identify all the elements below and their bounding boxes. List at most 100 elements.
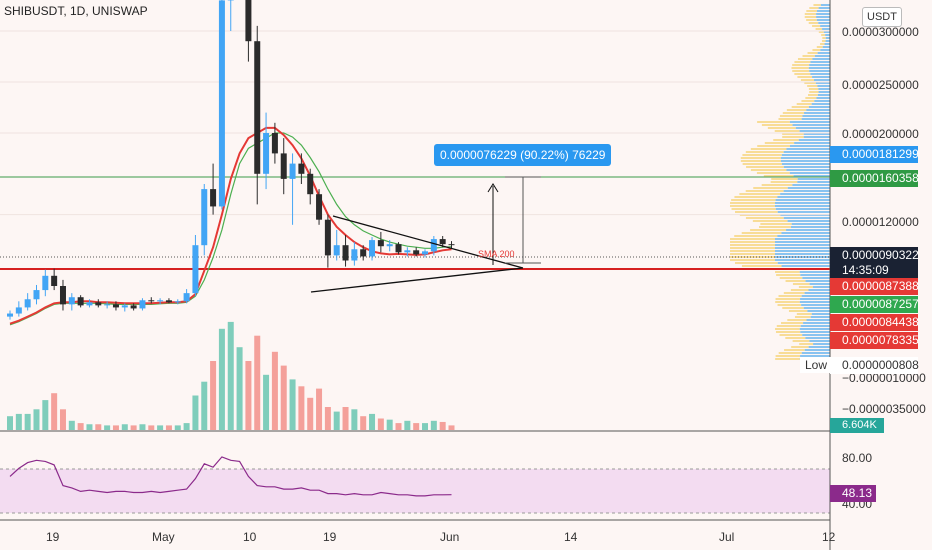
- grid: [0, 30, 830, 216]
- volume-profile-bar: [800, 325, 830, 327]
- volume-profile-bar: [734, 196, 778, 198]
- volume-profile-bar: [775, 253, 830, 255]
- volume-profile-bar: [812, 76, 830, 78]
- candle-body: [395, 244, 402, 253]
- time-axis-label: 14: [564, 530, 578, 544]
- volume-bar: [280, 365, 287, 430]
- volume-profile-bar: [730, 247, 775, 249]
- candle-body: [280, 153, 287, 179]
- volume-profile-bar: [818, 88, 830, 90]
- volume-profile-bar: [809, 91, 819, 93]
- candle-body: [59, 286, 66, 305]
- candle-body: [342, 245, 349, 261]
- volume-bar: [51, 393, 58, 430]
- volume-bar: [24, 413, 31, 430]
- volume-profile-bar: [779, 277, 803, 279]
- volume-profile-bar: [730, 238, 775, 240]
- volume-profile-bar: [779, 115, 803, 117]
- volume-profile-bar: [784, 349, 805, 351]
- candle-body: [254, 41, 261, 174]
- volume-profile-bar: [775, 256, 830, 258]
- candle-body: [413, 250, 420, 255]
- candle-body: [42, 275, 49, 291]
- volume-bar: [104, 425, 111, 430]
- volume-profile-bar: [800, 274, 830, 276]
- volume-profile-bar: [781, 154, 830, 156]
- volume-profile-bar: [797, 181, 830, 183]
- volume-profile-bar: [797, 58, 813, 60]
- price-axis-label: −0.0000010000: [842, 371, 926, 385]
- volume-profile-bar: [797, 178, 830, 180]
- volume-profile-bar: [810, 61, 830, 63]
- price-tag-low: 0.0000000808: [830, 357, 919, 374]
- volume-profile-bar: [811, 103, 830, 105]
- candle-body: [24, 299, 31, 308]
- volume-profile-bar: [780, 157, 830, 159]
- volume-profile-bar: [785, 337, 806, 339]
- volume-profile-bar: [805, 337, 830, 339]
- volume-profile-bar: [813, 4, 821, 6]
- volume-bar: [413, 423, 420, 430]
- volume-profile-bar: [731, 208, 776, 210]
- candle-body: [289, 163, 296, 179]
- volume-profile-bar: [776, 325, 801, 327]
- volume-bar: [68, 420, 75, 430]
- low-label: Low: [800, 357, 832, 373]
- volume-profile-bar: [785, 280, 806, 282]
- volume-profile-bar: [804, 82, 816, 84]
- time-axis[interactable]: 19 May 10 19 Jun 14 Jul 12: [46, 530, 836, 544]
- volume-profile-bar: [775, 259, 830, 261]
- volume-bar: [227, 321, 234, 430]
- volume-profile-bar: [730, 256, 775, 258]
- volume-bar: [395, 423, 402, 430]
- volume-profile-bar: [806, 19, 817, 21]
- price-tag-green-2: 0.0000087257: [830, 296, 919, 313]
- volume-bar: [351, 409, 358, 430]
- volume-profile-bar: [777, 196, 830, 198]
- candle-body: [218, 0, 225, 207]
- volume-profile-bar: [786, 148, 830, 150]
- sma-200-label: SMA 200: [478, 249, 515, 259]
- volume-bar: [59, 409, 66, 430]
- volume-profile-bar: [816, 97, 830, 99]
- volume-profile-bar: [796, 313, 812, 315]
- rsi-band: [0, 469, 830, 513]
- volume-profile-bar: [752, 220, 788, 222]
- volume-profile-bar: [818, 91, 830, 93]
- volume-profile-bar: [805, 280, 830, 282]
- volume-profile-bar: [783, 151, 830, 153]
- volume-profile-bar: [800, 79, 815, 81]
- volume-profile-bar: [809, 64, 830, 66]
- volume-profile-bar: [803, 133, 830, 135]
- volume-profile-bar: [741, 265, 782, 267]
- rsi-pane: [0, 456, 830, 514]
- triangle-upper-trendline[interactable]: [332, 215, 524, 269]
- volume-profile-bar: [815, 28, 823, 30]
- currency-button[interactable]: USDT: [862, 7, 902, 27]
- volume-profile-bar: [775, 271, 800, 273]
- volume-profile-bar: [794, 61, 811, 63]
- volume-profile-bar: [824, 43, 830, 45]
- volume-bar: [263, 374, 270, 430]
- volume-profile-bar: [806, 10, 817, 12]
- candles: [7, 0, 455, 320]
- volume-profile-bar: [812, 49, 821, 51]
- volume-profile-bar: [757, 145, 790, 147]
- price-axis-label: 0.0000120000: [842, 215, 919, 229]
- volume-profile-bar: [781, 265, 830, 267]
- volume-profile-bar: [775, 331, 801, 333]
- volume-bar: [298, 386, 305, 430]
- symbol-header[interactable]: SHIBUSDT, 1D, UNISWAP: [4, 4, 148, 18]
- volume-profile-bar: [750, 148, 787, 150]
- volume-bar: [333, 411, 340, 430]
- volume-profile-bar: [817, 52, 830, 54]
- volume-profile-bar: [813, 343, 830, 345]
- measure-label[interactable]: 0.0000076229 (90.22%) 76229: [434, 144, 612, 166]
- candle-body: [210, 189, 217, 207]
- volume-profile-bar: [730, 259, 775, 261]
- time-axis-label: 12: [822, 530, 836, 544]
- triangle-lower-trendline[interactable]: [310, 267, 524, 293]
- candle-body: [422, 251, 429, 255]
- volume-profile-bar: [801, 304, 830, 306]
- price-axis[interactable]: 0.0000300000 0.0000250000 0.0000200000 0…: [842, 25, 926, 511]
